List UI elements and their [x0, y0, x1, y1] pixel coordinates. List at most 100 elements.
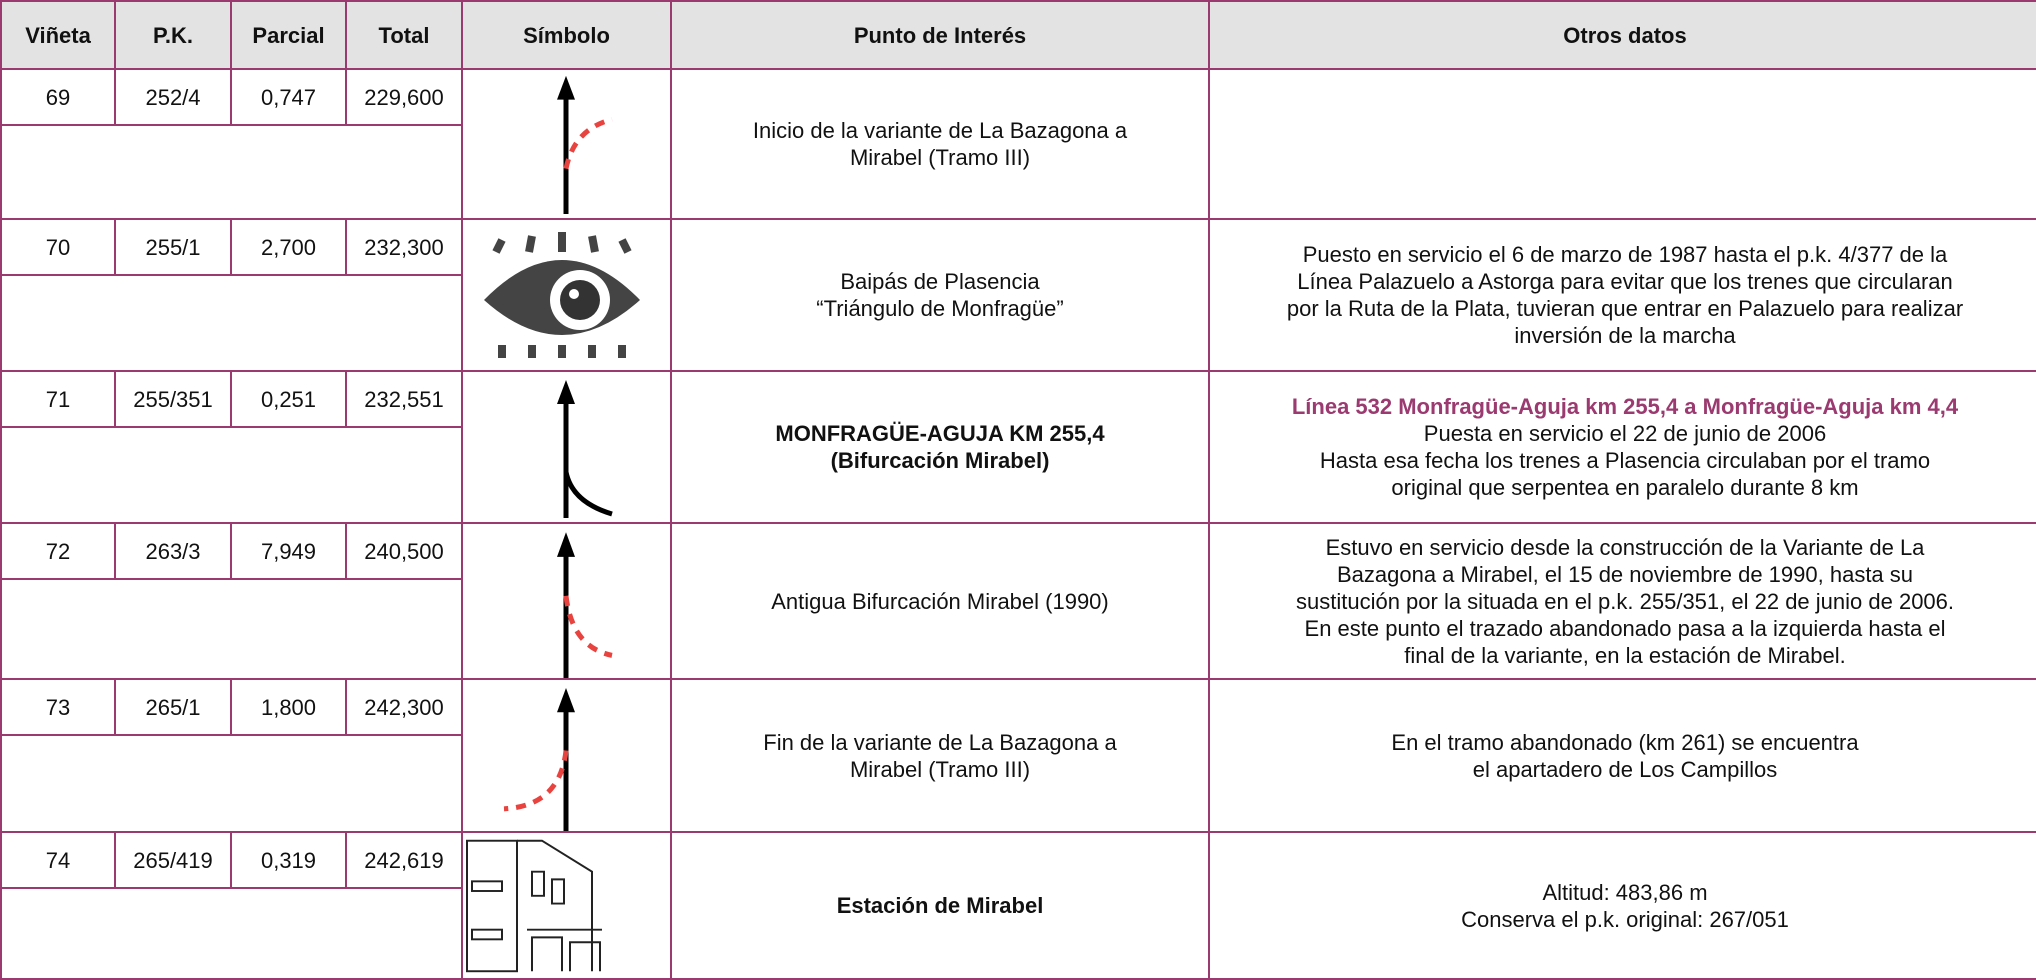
- text-line: 232,551: [364, 386, 444, 412]
- text-line: 242,619: [364, 847, 444, 873]
- text-line: Hasta esa fecha los trenes a Plasencia c…: [1319, 448, 1931, 473]
- other-cell: [1208, 68, 2036, 220]
- symbol-cell: [461, 370, 672, 524]
- symbol-shape: [557, 75, 613, 215]
- text-line: MONFRAGÜE-AGUJA KM 255,4: [775, 421, 1105, 446]
- text-line: 265/419: [133, 847, 213, 873]
- text-line: el apartadero de Los Campillos: [1472, 756, 1778, 782]
- text-line: sustitución por la situada en el p.k. 25…: [1295, 588, 1955, 614]
- vineta-cell: 73: [0, 678, 116, 736]
- text-line: En el tramo abandonado (km 261) se encue…: [1391, 729, 1859, 755]
- text-line: “Triángulo de Monfragüe”: [816, 296, 1064, 321]
- header-cell: Viñeta: [0, 0, 116, 70]
- text-line: Viñeta: [25, 22, 91, 48]
- text-line: 1,800: [260, 694, 317, 720]
- text-line: 0,747: [260, 84, 317, 110]
- symbol-shape: [563, 116, 613, 170]
- point-cell: MONFRAGÜE-AGUJA KM 255,4 (Bifurcación Mir…: [670, 370, 1210, 524]
- symbol-shape: [525, 235, 536, 253]
- symbol-cell: [461, 522, 672, 680]
- other-cell: Altitud: 483,86 m Conserva el p.k. origin…: [1208, 831, 2036, 980]
- text-line: 255/351: [133, 386, 213, 412]
- total-cell: 232,551: [345, 370, 463, 428]
- text-line: final de la variante, en la estación de …: [1404, 642, 1846, 668]
- text-line: Mirabel (Tramo III): [849, 145, 1031, 170]
- text-line: Parcial: [252, 22, 325, 48]
- text-line: Total: [378, 22, 430, 48]
- text-line: 71: [45, 386, 71, 412]
- blank-cell: [0, 124, 463, 220]
- total-cell: 229,600: [345, 68, 463, 126]
- symbol-shape: [588, 235, 599, 253]
- symbol-shape: [557, 688, 575, 713]
- text-line: Estación de Mirabel: [836, 893, 1044, 918]
- pk-cell: 255/1: [114, 218, 232, 276]
- text-line: 252/4: [145, 84, 201, 110]
- text-line: 229,600: [364, 84, 444, 110]
- vineta-cell: 71: [0, 370, 116, 428]
- text-line: En este punto el trazado abandonado pasa…: [1304, 615, 1946, 641]
- parcial-cell: 1,800: [230, 678, 347, 736]
- pk-cell: 265/1: [114, 678, 232, 736]
- symbol-shape: [471, 928, 503, 941]
- other-cell: Línea 532 Monfragüe-Aguja km 255,4 a Mon…: [1208, 370, 2036, 524]
- text-line: Símbolo: [523, 22, 610, 48]
- total-cell: 242,619: [345, 831, 463, 889]
- total-cell: 232,300: [345, 218, 463, 276]
- text-line: Punto de Interés: [853, 22, 1027, 48]
- symbol-shape: [557, 532, 613, 678]
- header-cell: P.K.: [114, 0, 232, 70]
- header-cell: Otros datos: [1208, 0, 2036, 70]
- text-line: 73: [45, 694, 71, 720]
- text-line: Otros datos: [1563, 22, 1687, 48]
- text-line: inversión de la marcha: [1514, 323, 1736, 348]
- blank-cell: [0, 274, 463, 372]
- parcial-cell: 7,949: [230, 522, 347, 580]
- pk-cell: 252/4: [114, 68, 232, 126]
- text-line: original que serpentea en paralelo duran…: [1391, 475, 1859, 500]
- text-line: 70: [45, 234, 71, 260]
- parcial-cell: 0,319: [230, 831, 347, 889]
- symbol-shape: [492, 238, 506, 254]
- text-line: 255/1: [145, 234, 201, 260]
- text-line: 72: [45, 538, 71, 564]
- symbol-shape: [569, 289, 579, 299]
- symbol-shape: [466, 839, 602, 973]
- pk-cell: 265/419: [114, 831, 232, 889]
- symbol-cell: [461, 68, 672, 220]
- symbol-shape: [557, 75, 575, 100]
- text-line: 0,251: [260, 386, 317, 412]
- symbol-shape: [560, 280, 600, 320]
- text-line: 0,319: [260, 847, 317, 873]
- text-line: Línea 532 Monfragüe-Aguja km 255,4 a Mon…: [1291, 394, 1959, 419]
- text-line: 242,300: [364, 694, 444, 720]
- other-cell: Puesto en servicio el 6 de marzo de 1987…: [1208, 218, 2036, 372]
- pk-cell: 255/351: [114, 370, 232, 428]
- text-line: Fin de la variante de La Bazagona a: [763, 729, 1117, 755]
- text-line: por la Ruta de la Plata, tuvieran que en…: [1286, 296, 1964, 321]
- total-cell: 240,500: [345, 522, 463, 580]
- header-cell: Punto de Interés: [670, 0, 1210, 70]
- header-cell: Total: [345, 0, 463, 70]
- point-cell: Antigua Bifurcación Mirabel (1990): [670, 522, 1210, 680]
- symbol-shape: [563, 471, 613, 517]
- blank-cell: [0, 426, 463, 524]
- symbol-cell: [461, 678, 672, 833]
- vineta-cell: 72: [0, 522, 116, 580]
- text-line: P.K.: [153, 22, 193, 48]
- text-line: 69: [45, 84, 71, 110]
- symbol-shape: [484, 232, 640, 358]
- symbol-cell: [461, 218, 672, 372]
- symbol-shape: [557, 380, 575, 404]
- text-line: Antigua Bifurcación Mirabel (1990): [771, 588, 1109, 614]
- text-line: Altitud: 483,86 m: [1542, 879, 1708, 905]
- symbol-shape: [557, 380, 613, 518]
- blank-cell: [0, 734, 463, 833]
- point-cell: Estación de Mirabel: [670, 831, 1210, 980]
- text-line: 2,700: [260, 234, 317, 260]
- text-line: Estuvo en servicio desde la construcción…: [1325, 534, 1925, 560]
- blank-cell: [0, 578, 463, 680]
- header-cell: Símbolo: [461, 0, 672, 70]
- symbol-shape: [557, 532, 575, 557]
